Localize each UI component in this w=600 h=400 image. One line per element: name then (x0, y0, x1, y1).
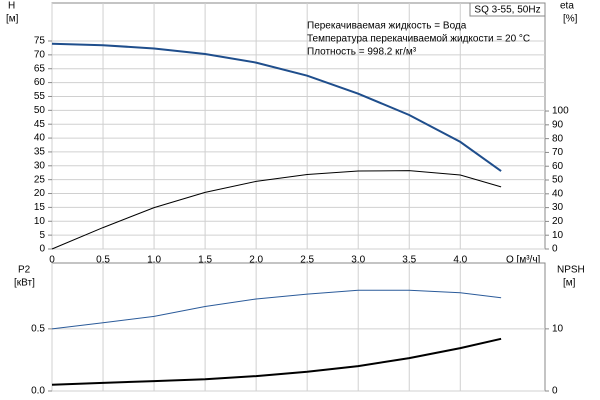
y2-tick-label: 90 (552, 119, 564, 130)
y2-tick-label: 0 (552, 386, 558, 397)
y2-axis-unit: [м] (563, 278, 576, 289)
y-axis-unit: [м] (6, 14, 19, 25)
annotation: Перекачиваемая жидкость = Вода (307, 21, 467, 32)
y2-tick-label: 0 (552, 244, 558, 255)
x-tick-label: 4,0 (453, 255, 467, 266)
chart-title: SQ 3-55, 50Hz (474, 5, 540, 16)
y-tick-label: 0.5 (31, 324, 45, 335)
y-tick-label: 45 (34, 119, 46, 130)
y-axis-label: P2 (18, 265, 31, 276)
x-tick-label: 2,5 (300, 255, 314, 266)
y2-axis-unit: [%] (563, 14, 578, 25)
annotation: Плотность = 998.2 кг/м³ (307, 47, 417, 58)
y2-tick-label: 60 (552, 161, 564, 172)
y-tick-label: 75 (34, 36, 46, 47)
y-tick-label: 55 (34, 91, 46, 102)
y2-tick-label: 10 (552, 230, 564, 241)
y-tick-label: 65 (34, 63, 46, 74)
x-axis-label: Q [м³/ч] (506, 255, 541, 266)
y-axis-label: H (8, 1, 15, 12)
y-tick-label: 30 (34, 160, 46, 171)
y-tick-label: 0.0 (31, 386, 45, 397)
x-tick-label: 1,0 (147, 255, 161, 266)
y-tick-label: 25 (34, 174, 46, 185)
plot-area (51, 262, 546, 392)
y-tick-label: 10 (34, 216, 46, 227)
x-tick-label: 1,5 (198, 255, 212, 266)
y-tick-label: 15 (34, 202, 46, 213)
plot-area (51, 2, 546, 250)
y2-tick-label: 10 (552, 324, 564, 335)
x-tick-label: 3,5 (402, 255, 416, 266)
curve (51, 42, 502, 172)
y2-tick-label: 100 (552, 106, 569, 117)
x-tick-label: 0 (49, 255, 55, 266)
y2-axis-label: eta (560, 1, 574, 12)
title-box (469, 2, 546, 17)
y-tick-label: 0 (39, 244, 45, 255)
annotation: Температура перекачиваемой жидкости = 20… (307, 34, 530, 45)
y2-tick-label: 30 (552, 202, 564, 213)
curve (51, 289, 502, 330)
y2-tick-label: 40 (552, 188, 564, 199)
y2-tick-label: 20 (552, 216, 564, 227)
y-tick-label: 40 (34, 133, 46, 144)
x-tick-label: 0,5 (96, 255, 110, 266)
y2-tick-label: 50 (552, 175, 564, 186)
y-tick-label: 60 (34, 77, 46, 88)
y-tick-label: 5 (39, 230, 45, 241)
y2-axis-label: NPSH (557, 265, 585, 276)
y-tick-label: 20 (34, 188, 46, 199)
x-tick-label: 3,0 (351, 255, 365, 266)
y-tick-label: 70 (34, 50, 46, 61)
curve (51, 170, 502, 250)
y2-tick-label: 70 (552, 147, 564, 158)
y2-tick-label: 80 (552, 133, 564, 144)
x-tick-label: 2,0 (249, 255, 263, 266)
y-axis-unit: [кВт] (14, 278, 35, 289)
y-tick-label: 50 (34, 105, 46, 116)
curve (51, 337, 502, 386)
y-tick-label: 35 (34, 147, 46, 158)
